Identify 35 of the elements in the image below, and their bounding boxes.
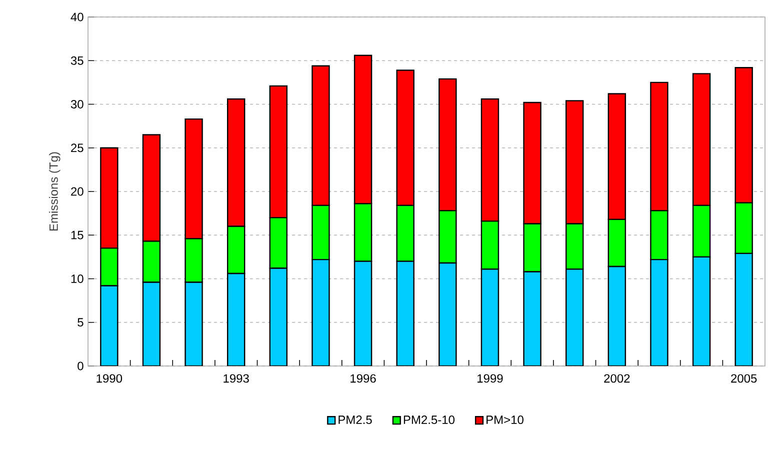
y-axis-title: Emissions (Tg) bbox=[49, 152, 60, 231]
y-tick-label: 20 bbox=[71, 187, 84, 196]
bar bbox=[734, 252, 753, 366]
legend-label: PM2.5-10 bbox=[404, 416, 455, 424]
bar bbox=[312, 258, 330, 366]
bar bbox=[565, 268, 584, 366]
bar bbox=[184, 282, 203, 366]
y-tick-label: 35 bbox=[70, 56, 84, 65]
bar bbox=[396, 260, 414, 366]
x-tick-label: 1990 bbox=[96, 374, 122, 383]
bar bbox=[692, 256, 711, 366]
bar bbox=[227, 272, 246, 366]
bar bbox=[480, 268, 500, 366]
y-tick-label: 40 bbox=[70, 12, 84, 22]
bar bbox=[142, 282, 161, 366]
x-tick-label: 1993 bbox=[224, 374, 249, 383]
x-tick-label: 2002 bbox=[604, 374, 630, 383]
legend-label: PM>10 bbox=[486, 416, 524, 424]
y-tick-label: 5 bbox=[78, 318, 84, 327]
y-tick-label: 0 bbox=[78, 362, 84, 370]
bar bbox=[354, 260, 372, 366]
bar bbox=[100, 285, 118, 366]
y-tick-label: 10 bbox=[71, 274, 84, 283]
legend-label: PM2.5 bbox=[338, 416, 372, 424]
y-tick-label: 25 bbox=[71, 144, 84, 152]
bar bbox=[523, 271, 542, 366]
x-tick-label: 1996 bbox=[350, 374, 376, 383]
bar bbox=[650, 258, 668, 366]
bar bbox=[608, 266, 626, 366]
x-tick-label: 1999 bbox=[478, 374, 503, 383]
y-tick-label: 15 bbox=[71, 230, 84, 240]
y-tick-label: 30 bbox=[70, 100, 84, 108]
x-tick-label: 2005 bbox=[731, 374, 757, 383]
bar bbox=[269, 268, 288, 366]
bar bbox=[438, 262, 457, 366]
